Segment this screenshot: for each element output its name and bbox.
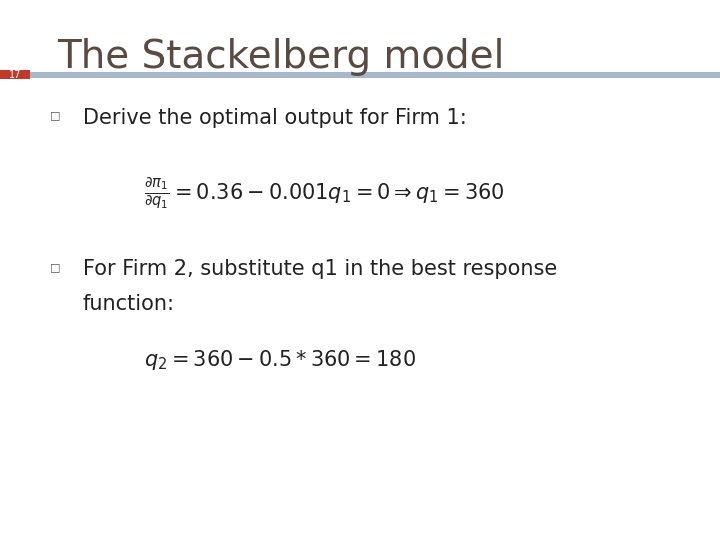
Text: The Stackelberg model: The Stackelberg model: [58, 38, 505, 76]
FancyBboxPatch shape: [0, 72, 720, 78]
Text: $\frac{\partial \pi_1}{\partial q_1} = 0.36 - 0.001q_1 = 0 \Rightarrow q_1 = 360: $\frac{\partial \pi_1}{\partial q_1} = 0…: [144, 176, 505, 212]
Text: 17: 17: [9, 70, 22, 79]
Text: function:: function:: [83, 294, 175, 314]
Text: Derive the optimal output for Firm 1:: Derive the optimal output for Firm 1:: [83, 108, 467, 128]
Text: □: □: [50, 262, 61, 272]
Text: □: □: [50, 111, 61, 121]
Text: $q_2 = 360 - 0.5*360 = 180$: $q_2 = 360 - 0.5*360 = 180$: [144, 348, 416, 372]
Text: For Firm 2, substitute q1 in the best response: For Firm 2, substitute q1 in the best re…: [83, 259, 557, 279]
FancyBboxPatch shape: [0, 70, 30, 79]
